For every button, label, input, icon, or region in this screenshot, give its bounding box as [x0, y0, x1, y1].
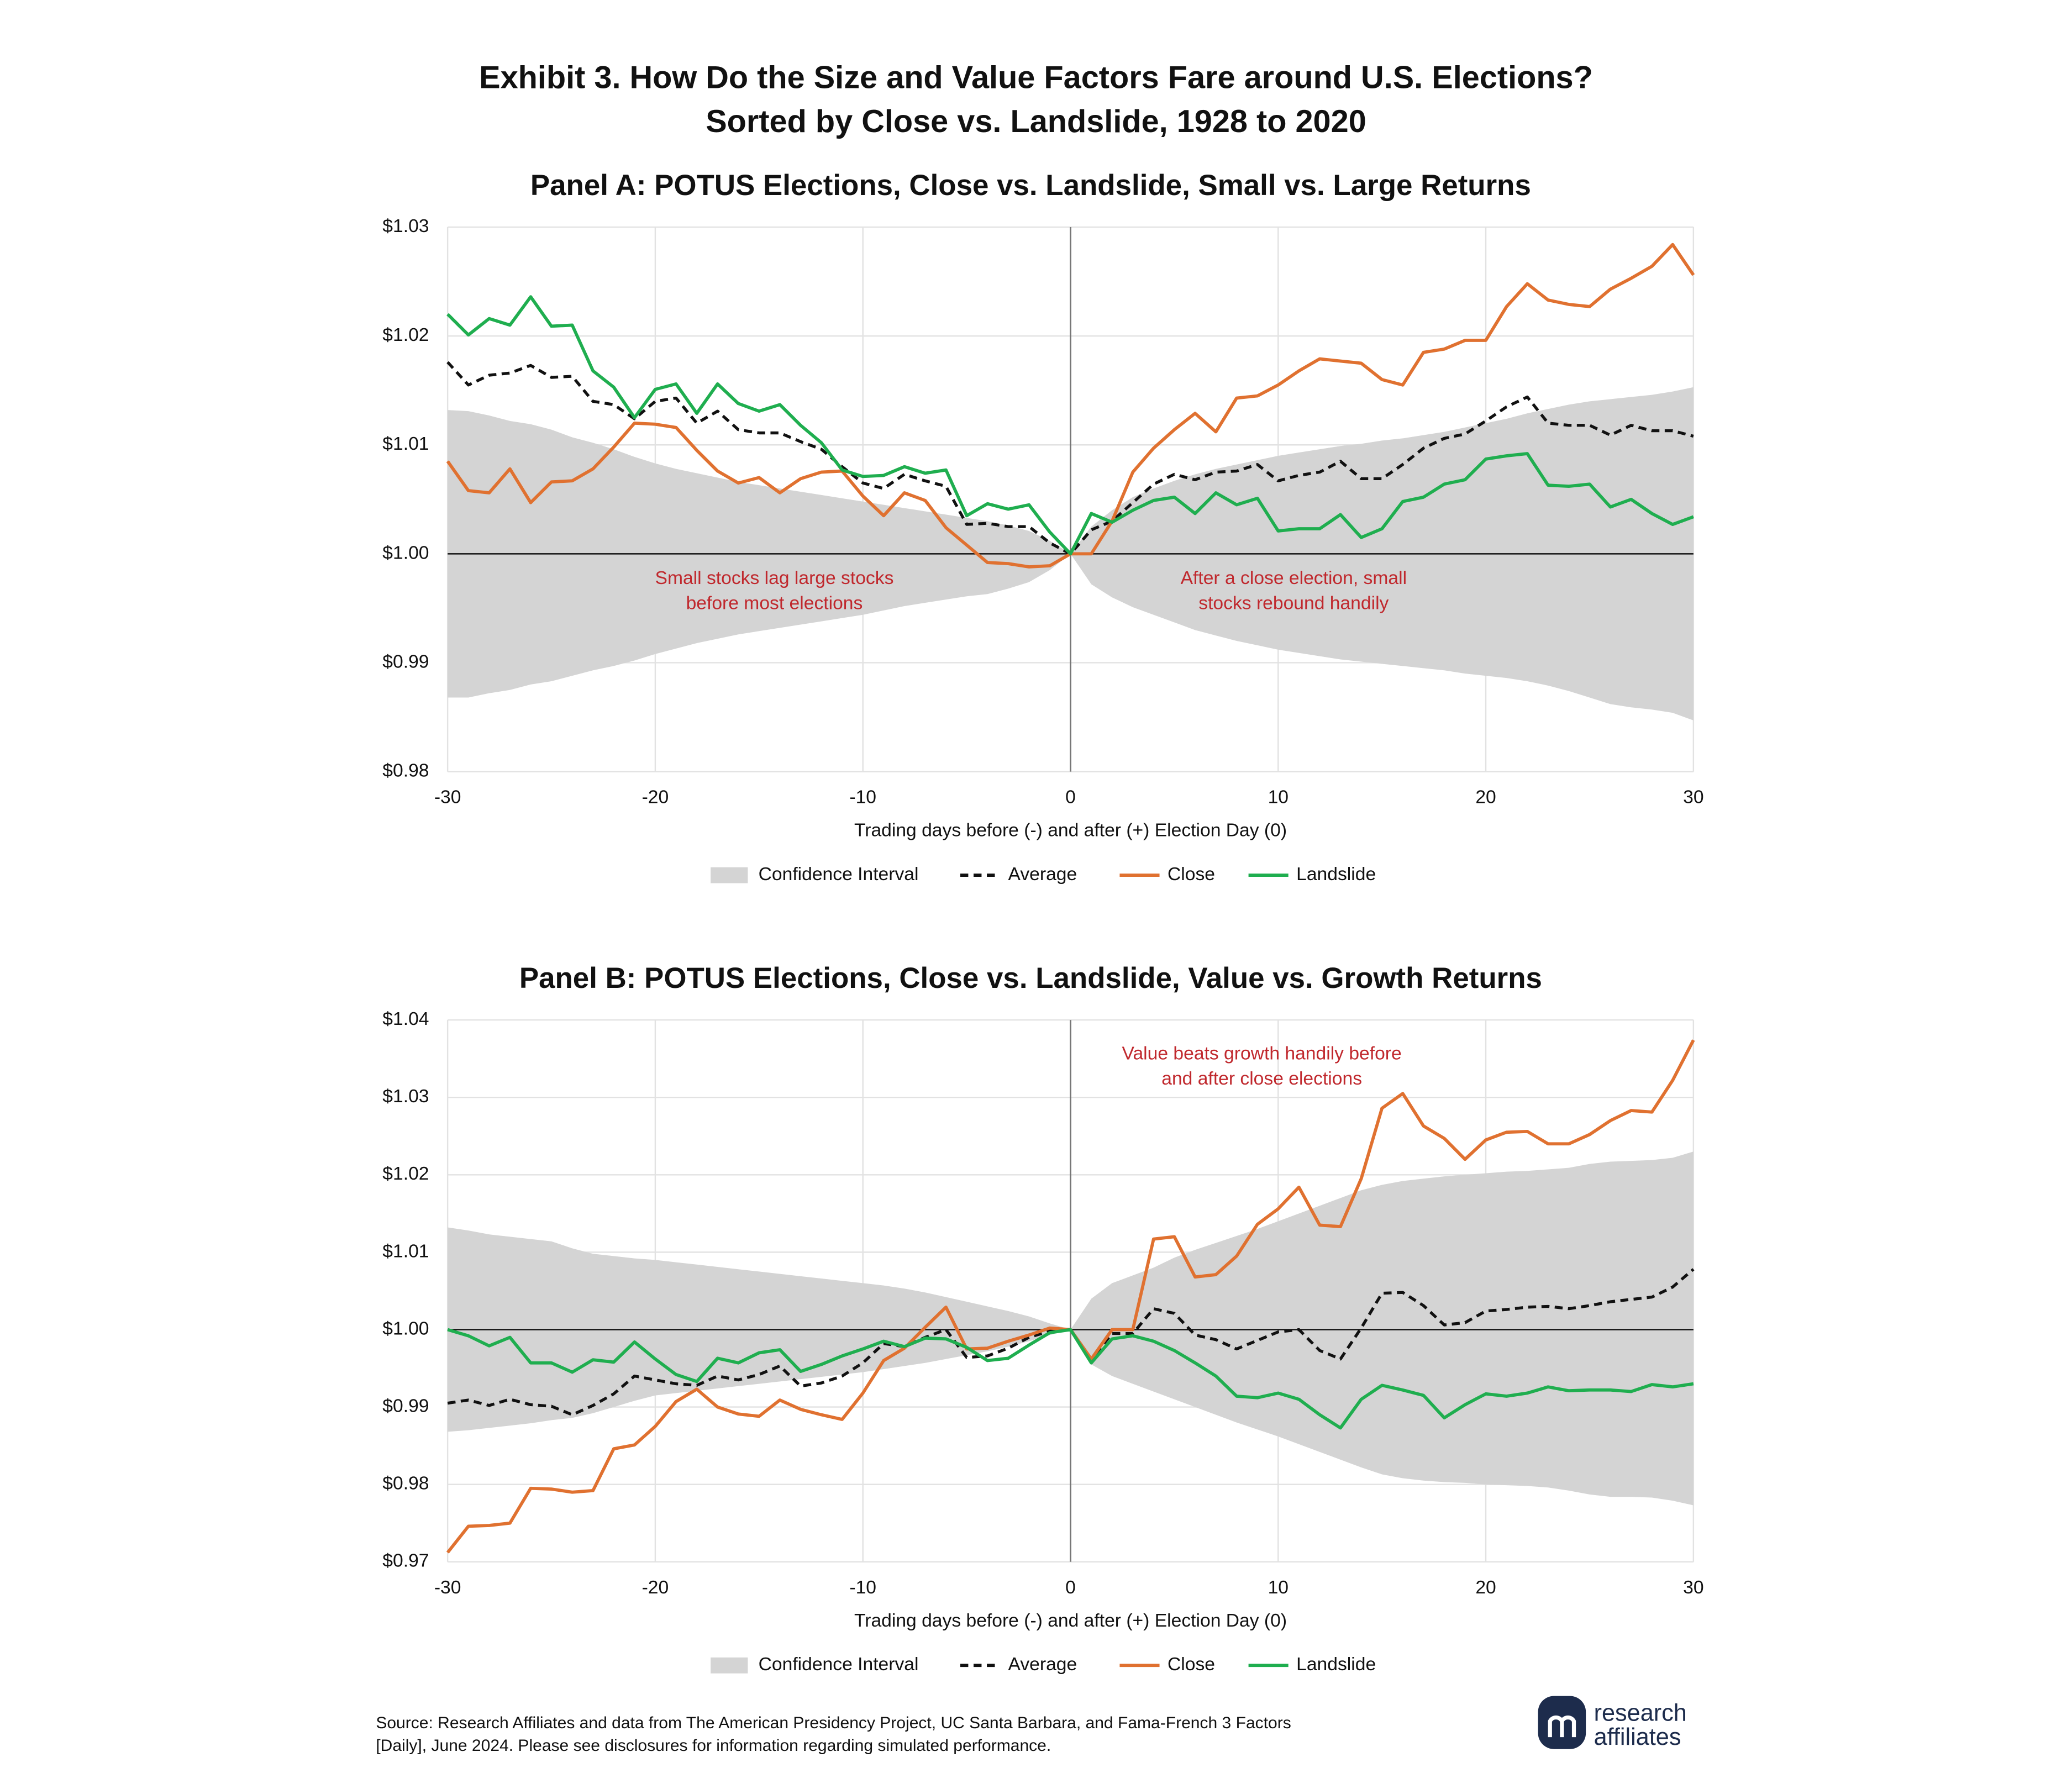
series-line [446, 295, 1694, 556]
x-tick-label: 20 [1475, 787, 1496, 808]
confidence-band [448, 387, 1694, 720]
annotation: Value beats growth handily before [1122, 1043, 1402, 1064]
logo-icon [1548, 1715, 1576, 1738]
logo: research affiliates [1538, 1696, 1687, 1750]
y-tick-label: $1.00 [382, 543, 429, 563]
legend-label: Confidence Interval [759, 1654, 919, 1675]
x-tick-label: -30 [434, 787, 461, 808]
y-tick-label: $0.99 [382, 651, 429, 672]
annotation: before most elections [686, 593, 863, 614]
panel-title: Panel B: POTUS Elections, Close vs. Land… [519, 962, 1542, 995]
legend-label: Confidence Interval [759, 864, 919, 885]
x-tick-label: -20 [642, 1577, 669, 1598]
confidence-band [448, 1151, 1694, 1506]
x-tick-label: 0 [1065, 787, 1076, 808]
x-tick-label: -20 [642, 787, 669, 808]
x-tick-label: -30 [434, 1577, 461, 1598]
annotation: stocks rebound handily [1198, 593, 1389, 614]
legend-label: Close [1168, 864, 1215, 885]
x-tick-label: 10 [1268, 787, 1289, 808]
y-tick-label: $1.01 [382, 1241, 429, 1261]
x-tick-label: 10 [1268, 1577, 1289, 1598]
legend-label: Close [1168, 1654, 1215, 1675]
y-tick-label: $0.98 [382, 1474, 429, 1494]
logo-text: research [1594, 1700, 1687, 1727]
y-tick-label: $1.03 [382, 216, 429, 236]
main-subtitle: Sorted by Close vs. Landslide, 1928 to 2… [706, 104, 1366, 139]
x-tick-label: -10 [849, 787, 876, 808]
x-tick-label: 30 [1683, 787, 1703, 808]
annotation: and after close elections [1161, 1069, 1362, 1089]
logo-text: affiliates [1594, 1724, 1681, 1750]
y-tick-label: $0.97 [382, 1551, 429, 1571]
legend-label: Average [1008, 864, 1077, 885]
y-tick-label: $0.99 [382, 1396, 429, 1416]
legend-label: Landslide [1296, 1654, 1376, 1675]
source-note: [Daily], June 2024. Please see disclosur… [376, 1737, 1051, 1755]
legend-swatch [711, 867, 748, 883]
y-tick-label: $1.01 [382, 434, 429, 454]
x-axis-label: Trading days before (-) and after (+) El… [854, 1611, 1287, 1631]
y-tick-label: $1.00 [382, 1318, 429, 1339]
panel-title: Panel A: POTUS Elections, Close vs. Land… [530, 169, 1531, 202]
legend-label: Landslide [1296, 864, 1376, 885]
y-tick-label: $1.02 [382, 1164, 429, 1184]
y-tick-label: $0.98 [382, 760, 429, 781]
legend-label: Average [1008, 1654, 1077, 1675]
source-note: Source: Research Affiliates and data fro… [376, 1714, 1291, 1732]
y-tick-label: $1.03 [382, 1086, 429, 1107]
main-title: Exhibit 3. How Do the Size and Value Fac… [479, 60, 1593, 95]
annotation: Small stocks lag large stocks [655, 568, 894, 588]
x-tick-label: 30 [1683, 1577, 1703, 1598]
annotation: After a close election, small [1181, 568, 1407, 588]
y-tick-label: $1.04 [382, 1009, 429, 1029]
x-tick-label: 0 [1065, 1577, 1076, 1598]
x-axis-label: Trading days before (-) and after (+) El… [854, 820, 1287, 841]
y-tick-label: $1.02 [382, 325, 429, 345]
x-tick-label: -10 [849, 1577, 876, 1598]
x-tick-label: 20 [1475, 1577, 1496, 1598]
series-line [447, 1328, 1694, 1430]
legend-swatch [711, 1657, 748, 1674]
